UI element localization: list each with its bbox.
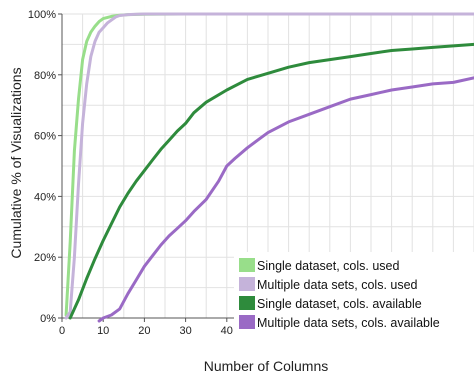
legend-background bbox=[234, 252, 474, 336]
x-tick-label: 20 bbox=[138, 325, 150, 337]
x-tick-label: 30 bbox=[179, 325, 191, 337]
legend-swatch bbox=[239, 277, 255, 291]
series-line-3 bbox=[68, 42, 474, 320]
y-tick-label: 40% bbox=[34, 191, 56, 203]
y-tick-label: 0% bbox=[40, 313, 56, 325]
series-lines bbox=[64, 12, 474, 323]
x-tick-label: 40 bbox=[221, 325, 233, 337]
x-tick-label: 0 bbox=[59, 325, 65, 337]
series-line-4 bbox=[97, 76, 474, 323]
legend-label: Multiple data sets, cols. available bbox=[257, 316, 440, 330]
legend-swatch bbox=[239, 258, 255, 272]
legend-label: Single dataset, cols. used bbox=[257, 259, 399, 273]
legend-swatch bbox=[239, 296, 255, 310]
y-tick-label: 100% bbox=[28, 9, 56, 21]
y-tick-label: 80% bbox=[34, 70, 56, 82]
legend-swatch bbox=[239, 315, 255, 329]
y-tick-label: 20% bbox=[34, 252, 56, 264]
legend: Single dataset, cols. used Multiple data … bbox=[234, 252, 474, 336]
y-tick-label: 60% bbox=[34, 131, 56, 143]
legend-label: Multiple data sets, cols. used bbox=[257, 278, 418, 292]
x-axis-title: Number of Columns bbox=[204, 358, 329, 374]
y-axis-title: Cumulative % of Visualizations bbox=[8, 67, 24, 258]
x-tick-label: 10 bbox=[97, 325, 109, 337]
legend-label: Single dataset, cols. available bbox=[257, 297, 422, 311]
series-line-2 bbox=[64, 12, 474, 320]
